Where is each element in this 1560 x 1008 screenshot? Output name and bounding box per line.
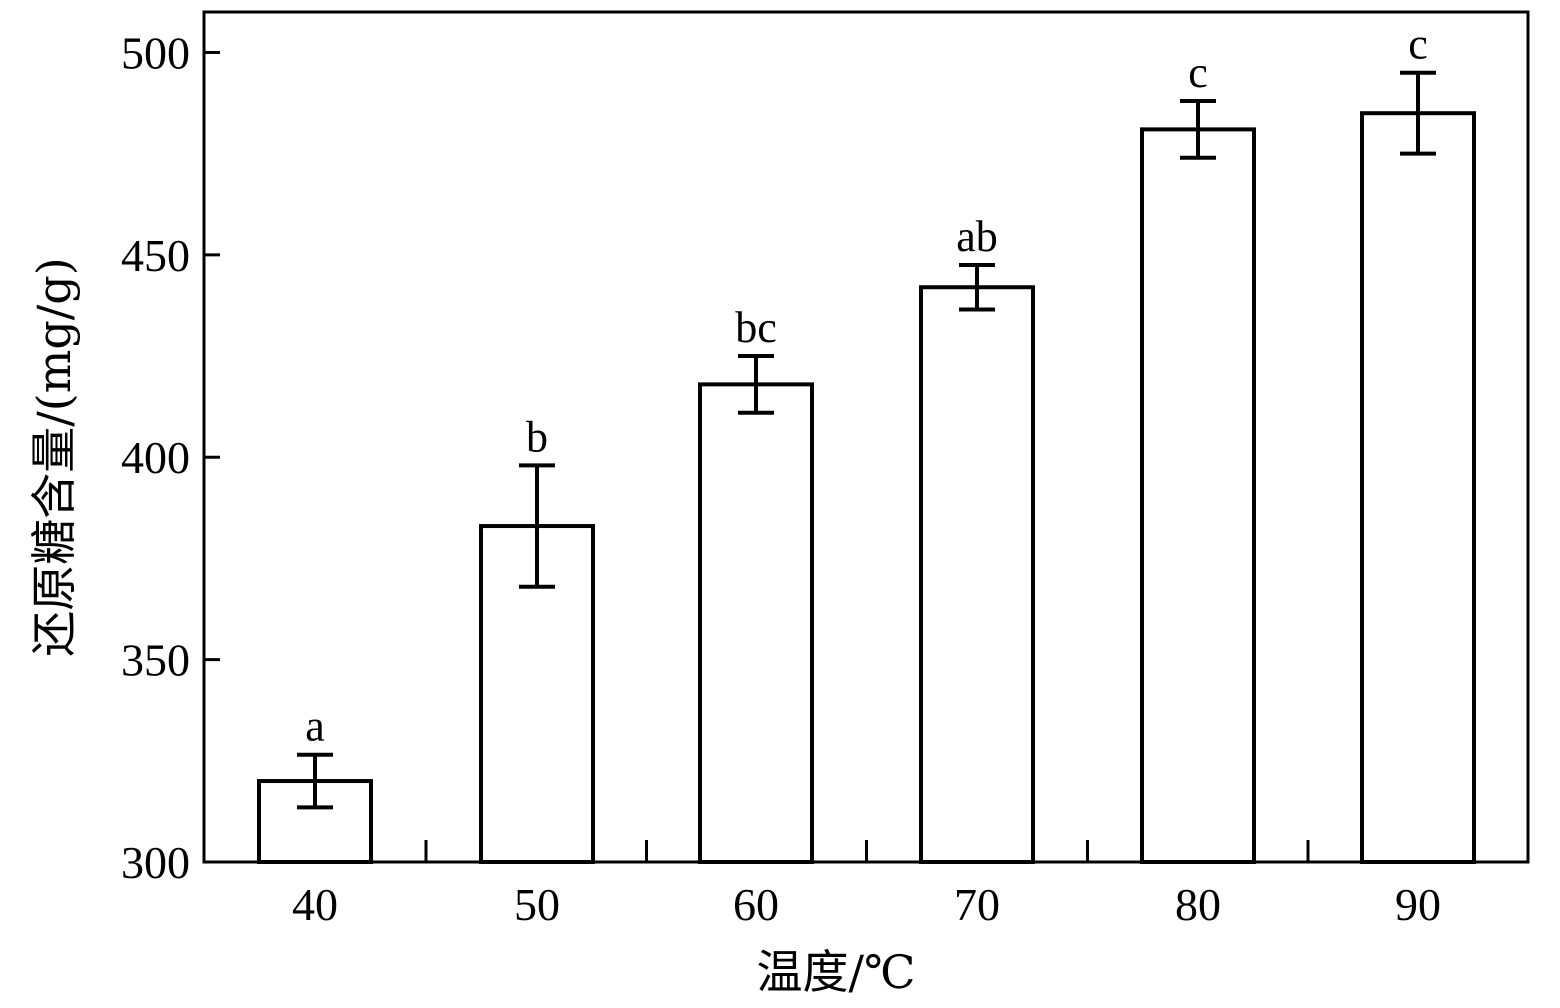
significance-label-60: bc [735,303,777,352]
error-bars-layer [297,70,1436,810]
significance-label-70: ab [956,212,998,261]
x-tick-label-80: 80 [1175,879,1221,930]
x-tick-label-90: 90 [1395,879,1441,930]
y-tick-label-500: 500 [121,27,190,78]
error-bar-90 [1400,70,1436,156]
ticks-layer: 300 350 400 450 500 40 50 60 70 80 90 [121,27,1441,930]
error-bar-40 [297,752,333,810]
bar-80 [1140,127,1256,864]
x-tick-label-60: 60 [733,879,779,930]
x-tick-label-40: 40 [292,879,338,930]
significance-label-50: b [526,412,548,461]
plot-frame [202,10,1530,864]
significance-label-90: c [1408,20,1428,69]
significance-label-40: a [305,702,325,751]
significance-label-80: c [1188,48,1208,97]
axes-layer [202,10,1530,864]
bar-60 [698,382,814,864]
x-tick-label-50: 50 [514,879,560,930]
bar-70 [919,285,1035,864]
bar-90 [1360,111,1476,864]
error-bar-60 [738,354,774,415]
y-tick-label-300: 300 [121,837,190,888]
error-bar-70 [959,262,995,312]
y-tick-label-400: 400 [121,432,190,483]
bars-layer [257,111,1476,864]
error-bar-50 [519,463,555,589]
x-tick-label-70: 70 [954,879,1000,930]
y-tick-label-350: 350 [121,635,190,686]
error-bar-80 [1180,99,1216,160]
y-axis-title: 还原糖含量/(mg/g) [27,257,81,656]
x-axis-title: 温度/℃ [757,945,916,999]
y-tick-label-450: 450 [121,230,190,281]
